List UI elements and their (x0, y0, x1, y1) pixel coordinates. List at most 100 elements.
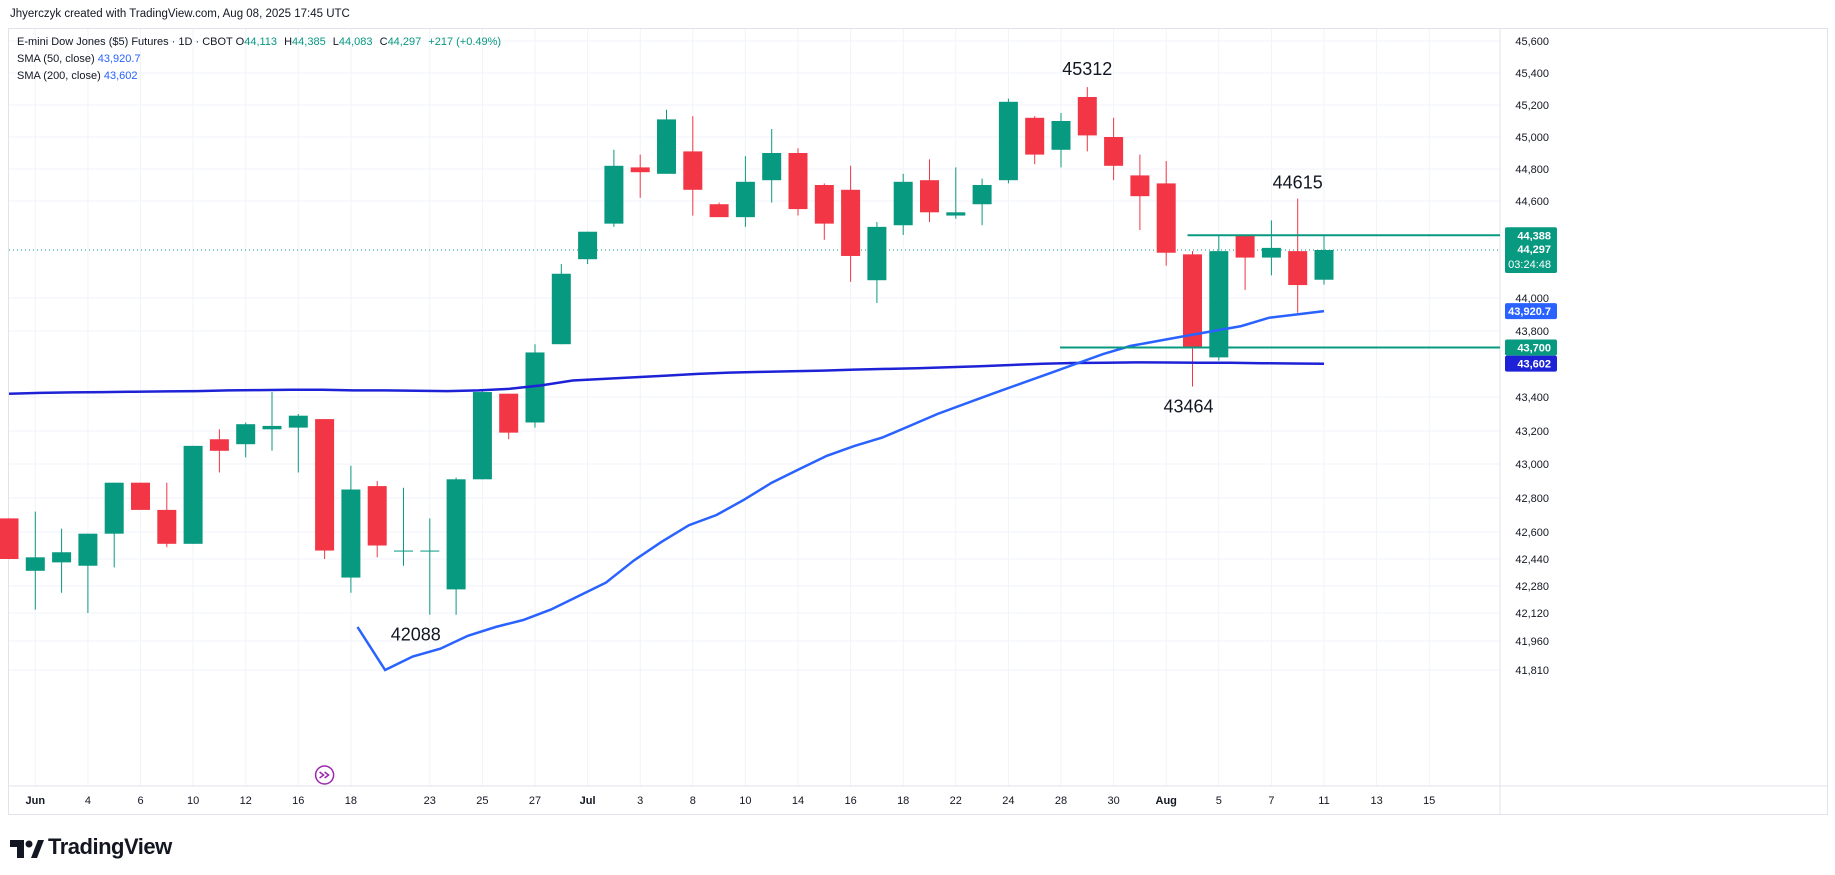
candle-body (1209, 251, 1229, 358)
x-tick-label: Jun (26, 795, 46, 807)
x-tick-label: 16 (844, 795, 856, 807)
x-tick-label: 5 (1216, 795, 1222, 807)
legend-row-symbol: E-mini Dow Jones ($5) Futures · 1D · CBO… (17, 34, 501, 51)
x-tick-label: 11 (1318, 795, 1329, 807)
candle-body (315, 419, 335, 551)
candle-body (367, 486, 387, 546)
x-tick-label: 24 (1002, 795, 1014, 807)
x-tick-label: Jul (580, 795, 596, 807)
price-annotation-label: 43464 (1163, 396, 1213, 416)
sma200-badge (1505, 355, 1557, 372)
tradingview-logo[interactable]: TradingView (10, 834, 172, 860)
candle-body (788, 153, 808, 210)
x-tick-label: 16 (292, 795, 304, 807)
legend-close-label: C (379, 36, 388, 48)
candle-body (0, 518, 19, 559)
legend-high-label: H (284, 36, 293, 48)
price-annotation-label: 44615 (1273, 173, 1323, 193)
chart-frame (8, 28, 1828, 815)
x-tick-label: 23 (424, 795, 436, 807)
y-tick-label: 42,280 (1515, 581, 1549, 593)
x-tick-label: 3 (637, 795, 643, 807)
y-tick-label: 43,200 (1515, 426, 1549, 438)
x-tick-label: 6 (137, 795, 143, 807)
candle-body (762, 153, 782, 181)
candle-body (341, 489, 361, 578)
y-tick-label: 45,400 (1515, 68, 1549, 80)
x-tick-label: 30 (1107, 795, 1119, 807)
candle-body (236, 424, 256, 445)
candle-body (420, 550, 440, 552)
candle-body (814, 185, 834, 224)
legend-row-sma50[interactable]: SMA (50, close) 43,920.7 (17, 51, 501, 68)
candle-body (78, 533, 98, 566)
sma50-badge (1505, 303, 1557, 320)
candle-body (578, 231, 598, 260)
legend-low-value: 44,083 (338, 36, 373, 48)
y-tick-label: 42,440 (1515, 554, 1549, 566)
y-tick-label: 45,600 (1515, 36, 1549, 48)
last-price-badge-countdown: 03:24:48 (1508, 259, 1551, 271)
legend-low-label: L (332, 36, 339, 48)
x-tick-label: 13 (1370, 795, 1382, 807)
price-annotation-label: 45312 (1062, 59, 1112, 79)
level-badge (1505, 339, 1557, 356)
tradingview-logo-icon (10, 838, 44, 858)
level-badge-label: 44,388 (1517, 230, 1551, 242)
y-tick-label: 42,600 (1515, 527, 1549, 539)
candle-body (683, 151, 703, 190)
candle-body (209, 439, 229, 451)
sma200-badge-label: 43,602 (1517, 359, 1551, 371)
candle-body (157, 509, 177, 544)
x-tick-label: 18 (345, 795, 357, 807)
candle-body (972, 185, 992, 205)
y-tick-label: 42,800 (1515, 493, 1549, 505)
candle-body (841, 189, 861, 256)
y-tick-label: 43,800 (1515, 326, 1549, 338)
y-tick-label: 41,960 (1515, 636, 1549, 648)
candle-body (446, 479, 466, 590)
legend-open-value: 44,113 (244, 36, 278, 48)
candle-body (604, 165, 624, 224)
candle-body (920, 180, 939, 213)
sma200-line (8, 361, 1325, 395)
candle-body (551, 273, 571, 345)
sma50-badge-label: 43,920.7 (1508, 306, 1551, 318)
candle-body (499, 393, 519, 433)
y-tick-label: 44,000 (1515, 293, 1549, 305)
legend-symbol: E-mini Dow Jones ($5) Futures · 1D · CBO… (17, 36, 233, 48)
x-tick-label: 4 (85, 795, 91, 807)
x-tick-label: 18 (897, 795, 909, 807)
candle-body (1025, 117, 1045, 155)
y-tick-label: 45,000 (1515, 132, 1549, 144)
legend-row-sma200[interactable]: SMA (200, close) 43,602 (17, 68, 501, 85)
y-tick-label: 45,200 (1515, 100, 1549, 112)
candle-body (735, 181, 755, 218)
tradingview-brand: TradingView (48, 834, 172, 859)
candle-body (131, 482, 150, 510)
x-tick-label: Aug (1156, 795, 1177, 807)
candle-body (657, 119, 676, 174)
level-badge-label: 43,700 (1517, 343, 1551, 355)
candle-body (52, 552, 72, 563)
x-tick-label: 8 (690, 795, 696, 807)
candle-body (1130, 175, 1150, 197)
legend-open-label: O (235, 36, 245, 48)
candle-body (1156, 183, 1176, 253)
legend-change: +217 (+0.49%) (428, 36, 502, 48)
x-tick-label: 10 (739, 795, 751, 807)
candle-body (1051, 121, 1071, 150)
x-tick-label: 7 (1268, 795, 1274, 807)
candle-body (1288, 251, 1308, 286)
y-tick-label: 43,400 (1515, 392, 1549, 404)
candle-body (25, 557, 45, 571)
y-tick-label: 42,120 (1515, 608, 1549, 620)
candle-body (946, 212, 966, 216)
candle-body (893, 181, 913, 226)
sma50-line (356, 309, 1325, 672)
candle-body (183, 445, 203, 544)
candle-body (867, 226, 887, 281)
last-price-badge (1505, 240, 1557, 273)
